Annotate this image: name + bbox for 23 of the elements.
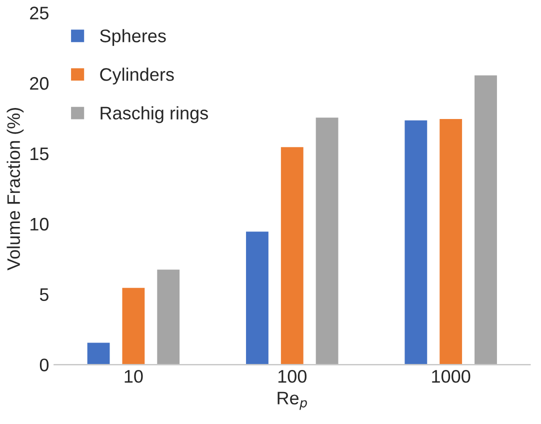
y-tick-label: 25 xyxy=(30,6,48,20)
bar xyxy=(156,268,181,365)
bar xyxy=(280,146,305,365)
bar xyxy=(244,230,270,365)
bar xyxy=(86,341,112,365)
legend-label: Cylinders xyxy=(100,68,174,84)
y-tick-label: 10 xyxy=(30,218,49,231)
bar xyxy=(314,116,340,365)
bar xyxy=(403,119,429,365)
y-tick-label: 0 xyxy=(40,358,49,372)
bar xyxy=(473,74,498,365)
x-tick-label: 10 xyxy=(124,370,143,383)
y-tick-label: 15 xyxy=(30,148,48,160)
x-tick-label: 100 xyxy=(278,370,306,383)
y-tick-label: 5 xyxy=(40,288,48,301)
bar xyxy=(120,286,146,365)
y-axis-title: Volume Fraction (%) xyxy=(6,108,24,270)
y-tick-label: 20 xyxy=(30,77,49,90)
legend-label: Spheres xyxy=(100,29,166,46)
legend-label: Raschig rings xyxy=(100,106,208,124)
bar xyxy=(438,118,464,365)
x-axis-title: Re$_{p}$ xyxy=(278,392,307,410)
x-tick-label: 1000 xyxy=(432,370,470,383)
